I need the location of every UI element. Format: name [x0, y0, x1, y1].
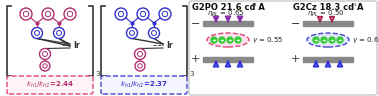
Bar	[203, 57, 253, 62]
Circle shape	[64, 8, 76, 20]
Text: $k_{h1}/k_{h2}$=2.44: $k_{h1}/k_{h2}$=2.44	[26, 80, 74, 90]
Text: Ir: Ir	[73, 41, 80, 50]
Circle shape	[115, 8, 127, 20]
Circle shape	[40, 61, 50, 71]
Text: $\gamma$ = 0.61: $\gamma$ = 0.61	[352, 35, 378, 45]
Circle shape	[127, 27, 138, 38]
Ellipse shape	[307, 33, 349, 47]
Bar	[303, 57, 353, 62]
Text: +: +	[314, 38, 318, 43]
Text: $^{-1}$: $^{-1}$	[250, 2, 258, 8]
Text: +: +	[191, 55, 200, 65]
Text: +: +	[291, 55, 300, 65]
Text: G2Cz 18.3 cd A: G2Cz 18.3 cd A	[293, 3, 363, 12]
Text: +: +	[338, 38, 342, 43]
Circle shape	[54, 27, 65, 38]
Circle shape	[313, 37, 319, 43]
Ellipse shape	[207, 33, 249, 47]
Circle shape	[329, 37, 335, 43]
Bar	[303, 21, 353, 26]
Text: $^{-1}$: $^{-1}$	[350, 2, 358, 8]
Text: $\gamma$ = 0.55: $\gamma$ = 0.55	[252, 35, 284, 45]
Circle shape	[211, 37, 217, 43]
Circle shape	[235, 37, 241, 43]
Circle shape	[42, 8, 54, 20]
Text: +: +	[236, 38, 240, 43]
Circle shape	[137, 8, 149, 20]
Text: +: +	[228, 38, 232, 43]
Circle shape	[227, 37, 233, 43]
Text: $k_{h1}/k_{h2}$=2.37: $k_{h1}/k_{h2}$=2.37	[120, 80, 168, 90]
Circle shape	[20, 8, 32, 20]
Text: 3: 3	[95, 71, 99, 77]
Circle shape	[219, 37, 225, 43]
Circle shape	[135, 48, 146, 60]
Text: $\eta_{PL}$ = 0.50: $\eta_{PL}$ = 0.50	[307, 9, 345, 19]
Circle shape	[31, 27, 42, 38]
Circle shape	[337, 37, 343, 43]
FancyBboxPatch shape	[189, 1, 377, 95]
FancyBboxPatch shape	[7, 76, 93, 94]
FancyBboxPatch shape	[101, 76, 187, 94]
Text: +: +	[322, 38, 326, 43]
Text: +: +	[220, 38, 224, 43]
Circle shape	[135, 61, 145, 71]
Text: Ir: Ir	[166, 41, 173, 50]
Text: −: −	[291, 19, 300, 29]
Circle shape	[39, 48, 51, 60]
Circle shape	[159, 8, 171, 20]
Text: G2PO 21.6 cd A: G2PO 21.6 cd A	[192, 3, 265, 12]
Bar	[203, 21, 253, 26]
Circle shape	[149, 27, 160, 38]
Text: +: +	[212, 38, 216, 43]
Text: +: +	[330, 38, 334, 43]
Text: −: −	[191, 19, 200, 29]
Circle shape	[321, 37, 327, 43]
Text: $\eta_{PL}$ = 0.65: $\eta_{PL}$ = 0.65	[207, 9, 245, 19]
Text: 3: 3	[189, 71, 194, 77]
